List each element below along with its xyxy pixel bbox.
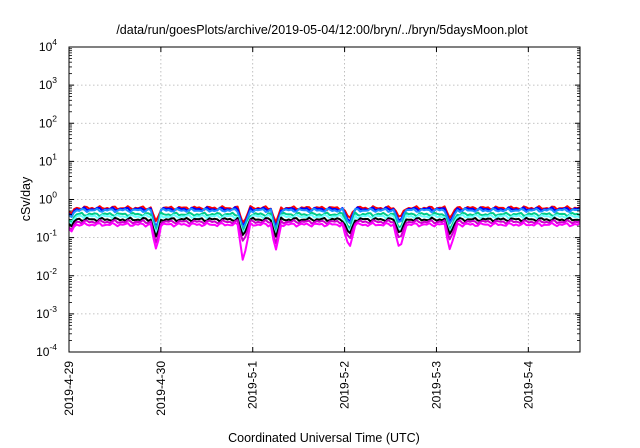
x-axis: 2019-4-29 2019-4-30 2019-5-1 2019-5-2 2019-5… bbox=[62, 47, 535, 416]
x-tick-label: 2019-5-4 bbox=[521, 361, 535, 409]
x-tick-label: 2019-4-30 bbox=[154, 361, 168, 416]
y-tick-label: 10-1 bbox=[36, 228, 57, 245]
y-tick-label: 10-3 bbox=[36, 304, 57, 321]
y-tick-label: 103 bbox=[39, 75, 57, 92]
y-tick-label: 104 bbox=[39, 37, 57, 54]
series-line-6 bbox=[68, 218, 581, 245]
y-axis-label: cSv/day bbox=[19, 176, 33, 221]
x-axis-label: Coordinated Universal Time (UTC) bbox=[228, 431, 420, 445]
y-tick-label: 101 bbox=[39, 151, 57, 168]
x-tick-label: 2019-5-2 bbox=[338, 361, 352, 409]
chart-title: /data/run/goesPlots/archive/2019-05-04/1… bbox=[116, 23, 528, 37]
x-tick-label: 2019-5-1 bbox=[246, 361, 260, 409]
series-group bbox=[68, 205, 581, 261]
y-axis: 10-4 10-3 10-2 10-1 100 101 102 103 104 bbox=[36, 37, 580, 359]
grid bbox=[69, 47, 580, 352]
y-tick-label: 10-4 bbox=[36, 342, 57, 359]
y-tick-label: 102 bbox=[39, 113, 57, 130]
series-line-7 bbox=[68, 221, 581, 261]
y-tick-label: 100 bbox=[39, 190, 57, 207]
x-tick-label: 2019-4-29 bbox=[62, 361, 76, 416]
y-tick-label: 10-2 bbox=[36, 266, 57, 283]
x-tick-label: 2019-5-3 bbox=[429, 361, 443, 409]
